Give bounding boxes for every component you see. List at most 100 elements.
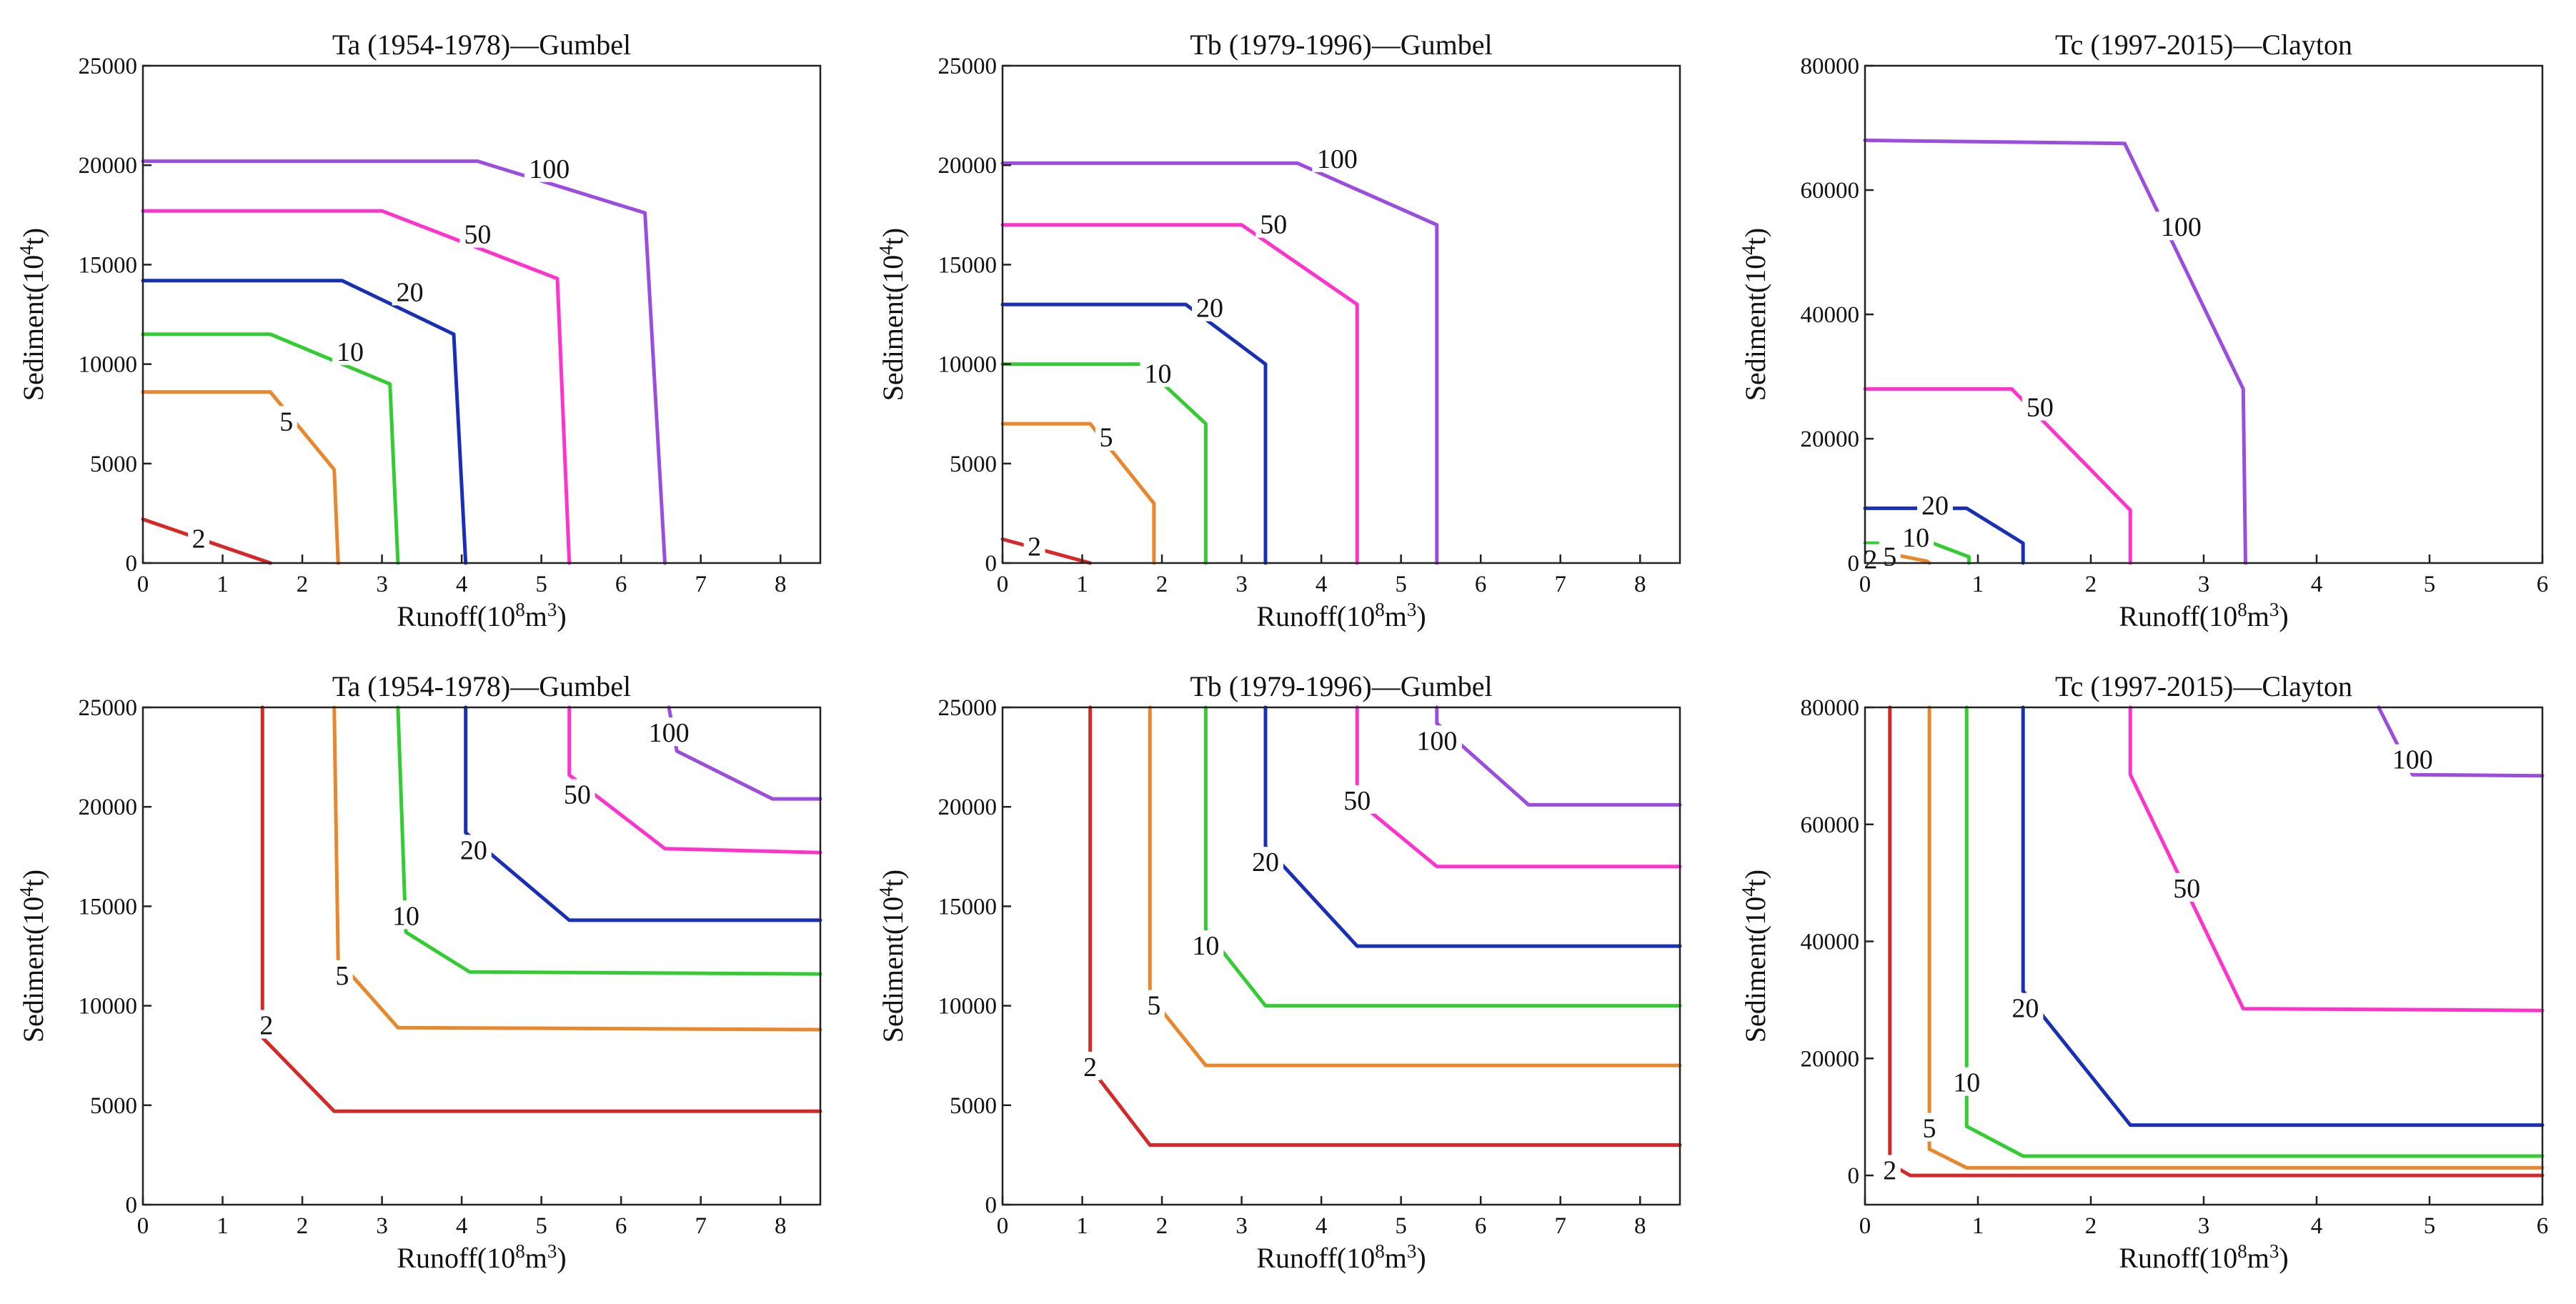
- y-tick-label: 20000: [79, 153, 138, 179]
- x-axis-label-part: m: [2247, 600, 2269, 632]
- contour-label-50: 50: [1260, 210, 1287, 240]
- x-axis-label-part: 8: [515, 599, 525, 620]
- y-tick-label: 0: [985, 1193, 998, 1218]
- y-tick-label: 0: [126, 1193, 138, 1218]
- y-axis-label-part: t): [1739, 870, 1771, 887]
- x-tick-label: 3: [1235, 1213, 1248, 1239]
- x-tick-label: 5: [2424, 572, 2436, 597]
- x-axis-label: Runoff(108m3): [1256, 1240, 1426, 1274]
- x-tick-label: 5: [535, 1213, 547, 1239]
- x-axis-label: Runoff(108m3): [397, 599, 566, 632]
- y-axis-label-part: t): [1739, 228, 1771, 245]
- contour-label-background: [331, 960, 353, 989]
- contour-line-20: [2021, 705, 2545, 1128]
- plot-frame: [1001, 706, 1681, 1206]
- x-axis-label: Runoff(108m3): [397, 1240, 566, 1274]
- y-tick-label: 10000: [938, 352, 998, 378]
- x-tick-label: 5: [2424, 1213, 2436, 1239]
- contour-line-50: [2128, 705, 2545, 1012]
- x-tick-label: 6: [1475, 572, 1487, 597]
- y-tick-label: 5000: [90, 452, 137, 477]
- x-tick-label: 1: [1972, 572, 1984, 597]
- x-axis-label-part: Runoff(10: [397, 1242, 515, 1274]
- contour-line-10: [1964, 705, 2545, 1158]
- plot-frame: [1001, 64, 1681, 564]
- contour-line-10: [396, 705, 822, 976]
- contour-line-10: [1000, 362, 1208, 565]
- x-axis-label-part: Runoff(10: [2119, 600, 2237, 632]
- x-axis-label-part: 3: [2269, 1240, 2279, 1262]
- contour-label-background: [1919, 1113, 1941, 1142]
- y-tick-label: 25000: [79, 54, 138, 79]
- x-axis-label-part: 3: [1407, 599, 1417, 620]
- x-tick-label: 0: [997, 1213, 1009, 1239]
- y-tick-label: 15000: [79, 252, 138, 278]
- contour-line-50: [1000, 223, 1359, 565]
- x-tick-label: 8: [1634, 572, 1646, 597]
- contour-line-100: [1863, 138, 2247, 565]
- x-tick-label: 6: [615, 1213, 627, 1239]
- contour-label-20: 20: [397, 277, 424, 307]
- contour-label-background: [1411, 725, 1462, 755]
- contour-label-50: 50: [2027, 393, 2054, 423]
- contour-line-100: [2377, 705, 2545, 778]
- y-axis-label-part: Sediment(10: [17, 255, 49, 401]
- y-tick-label: 0: [1848, 1163, 1860, 1189]
- y-tick-label: 20000: [938, 795, 998, 820]
- y-tick-label: 40000: [1801, 302, 1860, 328]
- x-tick-label: 3: [376, 572, 388, 597]
- contour-label-background: [1898, 522, 1934, 552]
- y-axis-label: Sediment(104t): [875, 870, 909, 1042]
- x-axis-label-part: Runoff(10: [2119, 1242, 2237, 1274]
- x-tick-label: 0: [997, 572, 1009, 597]
- x-axis-label-part: 8: [1375, 1240, 1385, 1262]
- contour-label-10: 10: [1902, 523, 1929, 553]
- y-axis-label-part: t): [17, 228, 49, 245]
- x-tick-label: 4: [456, 572, 468, 597]
- contour-label-2: 2: [1883, 1156, 1896, 1186]
- x-tick-label: 0: [137, 1213, 149, 1239]
- x-axis-label-part: m: [525, 1242, 547, 1274]
- contour-label-background: [559, 779, 595, 808]
- chart-title: Ta (1954-1978)—Gumbel: [332, 670, 631, 702]
- contour-label-20: 20: [460, 835, 487, 865]
- contour-line-2: [1000, 537, 1093, 565]
- contour-line-5: [1000, 422, 1156, 565]
- x-axis-label-part: m: [1385, 1242, 1407, 1274]
- contour-line-5: [332, 705, 822, 1032]
- contour-label-2: 2: [259, 1010, 273, 1040]
- contour-line-5: [141, 390, 340, 565]
- contour-label-5: 5: [279, 407, 293, 437]
- contour-label-5: 5: [1923, 1114, 1936, 1144]
- contour-line-5: [1148, 705, 1682, 1067]
- x-tick-label: 1: [217, 1213, 229, 1239]
- y-axis-label-part: 4: [875, 245, 897, 255]
- y-tick-label: 15000: [938, 894, 998, 920]
- contour-label-5: 5: [335, 961, 349, 991]
- y-axis-label-part: t): [877, 228, 909, 245]
- contour-line-10: [141, 332, 400, 565]
- contour-label-10: 10: [337, 337, 364, 367]
- x-tick-label: 1: [217, 572, 229, 597]
- y-tick-label: 0: [985, 551, 998, 577]
- contour-label-50: 50: [464, 220, 491, 250]
- contour-label-background: [1095, 422, 1117, 451]
- contour-label-100: 100: [649, 718, 690, 748]
- y-axis-label-part: 4: [1738, 887, 1759, 897]
- x-tick-label: 0: [1859, 1213, 1871, 1239]
- x-tick-label: 2: [1156, 572, 1168, 597]
- y-axis-label-part: Sediment(10: [877, 255, 909, 401]
- x-tick-label: 4: [2311, 572, 2323, 597]
- y-axis-label-part: 4: [1738, 245, 1759, 255]
- x-tick-label: 8: [775, 572, 787, 597]
- contour-label-background: [1248, 847, 1284, 876]
- y-axis-label-part: Sediment(10: [17, 897, 49, 1042]
- contour-line-20: [1000, 302, 1268, 565]
- contour-line-20: [1863, 506, 2025, 565]
- contour-label-background: [1339, 785, 1376, 814]
- y-axis-label-part: 4: [16, 245, 37, 255]
- contour-label-2: 2: [1028, 532, 1041, 562]
- x-axis-label-part: ): [2279, 1242, 2288, 1274]
- x-axis-label-part: Runoff(10: [1256, 1242, 1375, 1274]
